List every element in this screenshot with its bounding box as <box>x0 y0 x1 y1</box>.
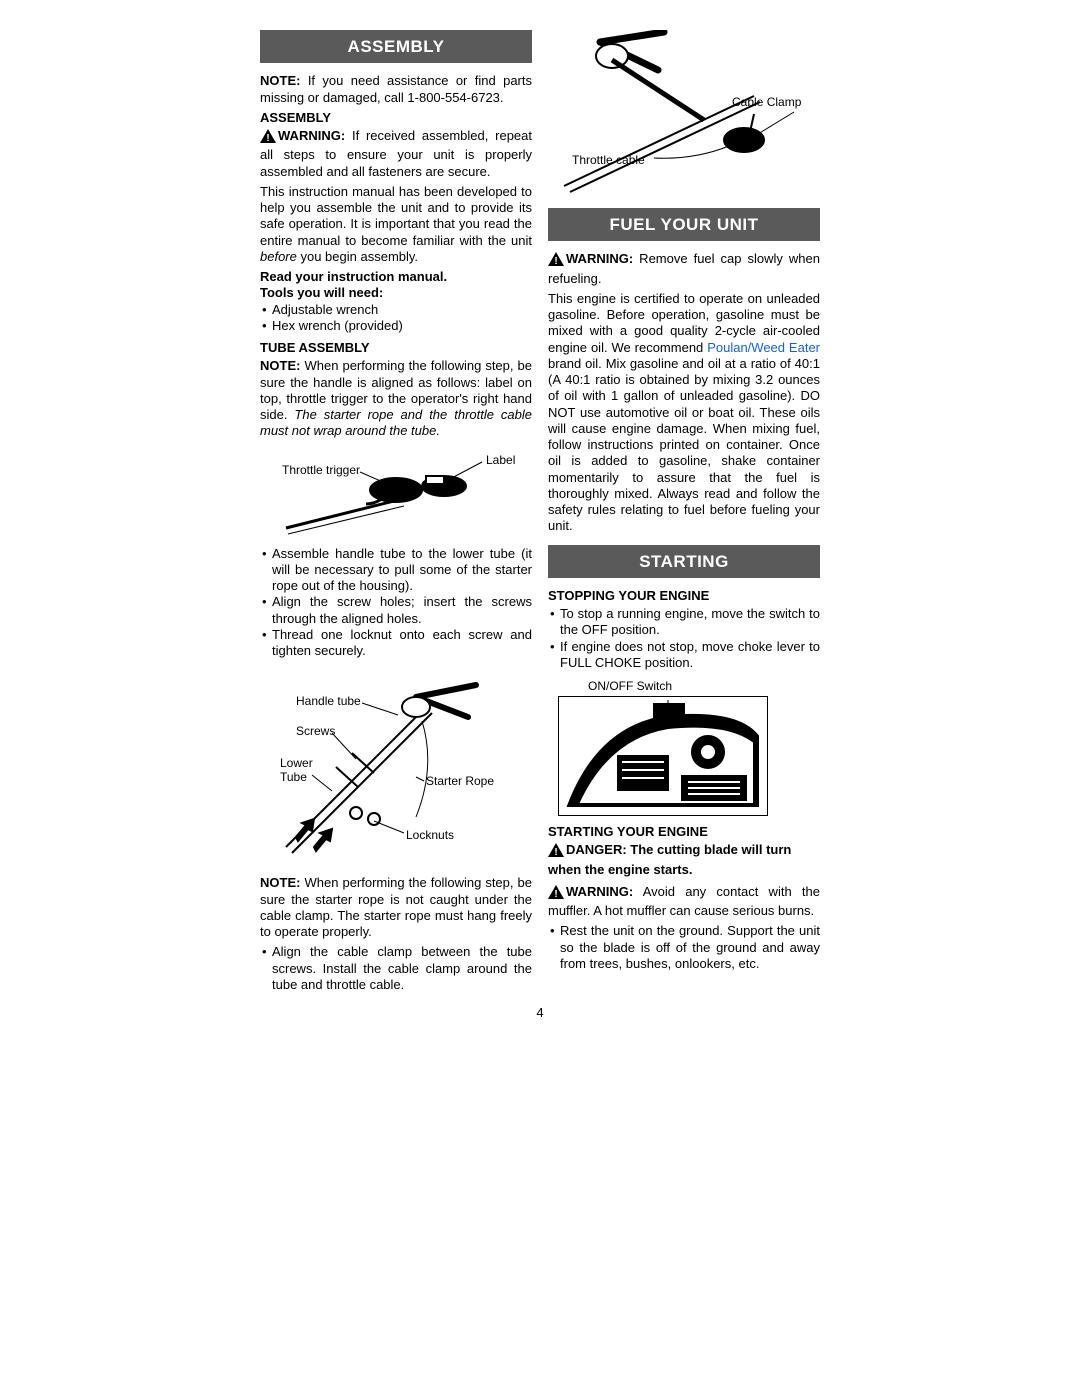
label-onoff-switch: ON/OFF Switch <box>588 679 820 694</box>
label-lower-tube-2: Tube <box>280 770 307 784</box>
stopping-subhead: STOPPING YOUR ENGINE <box>548 588 820 604</box>
warning-muffler: ! WARNING: Avoid any contact with the mu… <box>548 884 820 920</box>
warning-icon: ! <box>548 252 564 270</box>
manual-paragraph: This instruction manual has been develop… <box>260 184 532 265</box>
warning-received: ! WARNING: If received assembled, repeat… <box>260 128 532 180</box>
manual-page: ASSEMBLY NOTE: If you need assistance or… <box>260 30 820 999</box>
warning-label: WARNING: <box>566 884 633 899</box>
svg-text:!: ! <box>266 133 269 143</box>
starting-subhead: STARTING YOUR ENGINE <box>548 824 820 840</box>
list-item: Thread one locknut onto each screw and t… <box>260 627 532 660</box>
manual-before: before <box>260 249 297 264</box>
warning-label: WARNING: <box>566 251 633 266</box>
tools-list: Adjustable wrench Hex wrench (provided) <box>260 302 532 335</box>
list-item: Align the screw holes; insert the screws… <box>260 594 532 627</box>
note-clamp-text: When performing the following step, be s… <box>260 875 532 939</box>
svg-text:!: ! <box>554 889 557 899</box>
starting-list: Rest the unit on the ground. Support the… <box>548 923 820 972</box>
list-item: If engine does not stop, move choke leve… <box>548 639 820 672</box>
figure-throttle-trigger: Throttle trigger Label <box>260 448 532 538</box>
assembly-subhead: ASSEMBLY <box>260 110 532 126</box>
label-screws: Screws <box>296 724 335 738</box>
svg-text:!: ! <box>554 256 557 266</box>
list-item: To stop a running engine, move the switc… <box>548 606 820 639</box>
note-label: NOTE: <box>260 358 300 373</box>
note-clamp: NOTE: When performing the following step… <box>260 875 532 940</box>
fuel-header: FUEL YOUR UNIT <box>548 208 820 241</box>
fuel-text-2: brand oil. Mix gasoline and oil at a rat… <box>548 356 820 534</box>
label-handle-tube: Handle tube <box>296 694 361 708</box>
warning-icon: ! <box>548 885 564 903</box>
assembly-header: ASSEMBLY <box>260 30 532 63</box>
list-item: Assemble handle tube to the lower tube (… <box>260 546 532 595</box>
note-assistance: NOTE: If you need assistance or find par… <box>260 73 532 106</box>
svg-text:!: ! <box>554 847 557 857</box>
label-label: Label <box>486 453 515 467</box>
tube-note: NOTE: When performing the following step… <box>260 358 532 439</box>
note-assist-text: If you need assistance or find parts mis… <box>260 73 532 104</box>
warning-icon: ! <box>548 843 564 861</box>
figure-onoff-switch: ON/OFF Switch <box>558 679 820 816</box>
note-label: NOTE: <box>260 875 300 890</box>
list-item: Rest the unit on the ground. Support the… <box>548 923 820 972</box>
left-column: ASSEMBLY NOTE: If you need assistance or… <box>260 30 532 999</box>
label-starter-rope: Starter Rope <box>426 774 494 788</box>
list-item: Align the cable clamp between the tube s… <box>260 944 532 993</box>
tube-note-italic: The starter rope and the throttle cable … <box>260 407 532 438</box>
warning-fuel: ! WARNING: Remove fuel cap slowly when r… <box>548 251 820 287</box>
figure-handle-tube: Handle tube Screws Lower Tube Starter Ro… <box>260 667 532 867</box>
tool-item: Adjustable wrench <box>260 302 532 318</box>
fuel-paragraph: This engine is certified to operate on u… <box>548 291 820 535</box>
page-number: 4 <box>260 1005 820 1021</box>
figure-cable-clamp: Cable Clamp Throttle cable <box>548 30 820 200</box>
warning-label: WARNING: <box>278 128 345 143</box>
manual-text-2: you begin assembly. <box>297 249 418 264</box>
tube-assembly-subhead: TUBE ASSEMBLY <box>260 340 532 356</box>
label-locknuts: Locknuts <box>406 828 454 842</box>
stopping-list: To stop a running engine, move the switc… <box>548 606 820 671</box>
label-lower-tube-1: Lower <box>280 756 313 770</box>
right-column: Cable Clamp Throttle cable FUEL YOUR UNI… <box>548 30 820 999</box>
clamp-steps-list: Align the cable clamp between the tube s… <box>260 944 532 993</box>
note-label: NOTE: <box>260 73 300 88</box>
manual-text-1: This instruction manual has been develop… <box>260 184 532 248</box>
tool-item: Hex wrench (provided) <box>260 318 532 334</box>
danger-blade: ! DANGER: The cutting blade will turn wh… <box>548 842 820 878</box>
label-throttle-trigger: Throttle trigger <box>282 463 360 477</box>
warning-icon: ! <box>260 129 276 147</box>
assembly-steps-list: Assemble handle tube to the lower tube (… <box>260 546 532 660</box>
danger-label: DANGER: <box>566 842 627 857</box>
read-manual: Read your instruction manual. <box>260 269 532 285</box>
fuel-brand-link[interactable]: Poulan/Weed Eater <box>707 340 820 355</box>
tools-need: Tools you will need: <box>260 285 532 301</box>
starting-header: STARTING <box>548 545 820 578</box>
